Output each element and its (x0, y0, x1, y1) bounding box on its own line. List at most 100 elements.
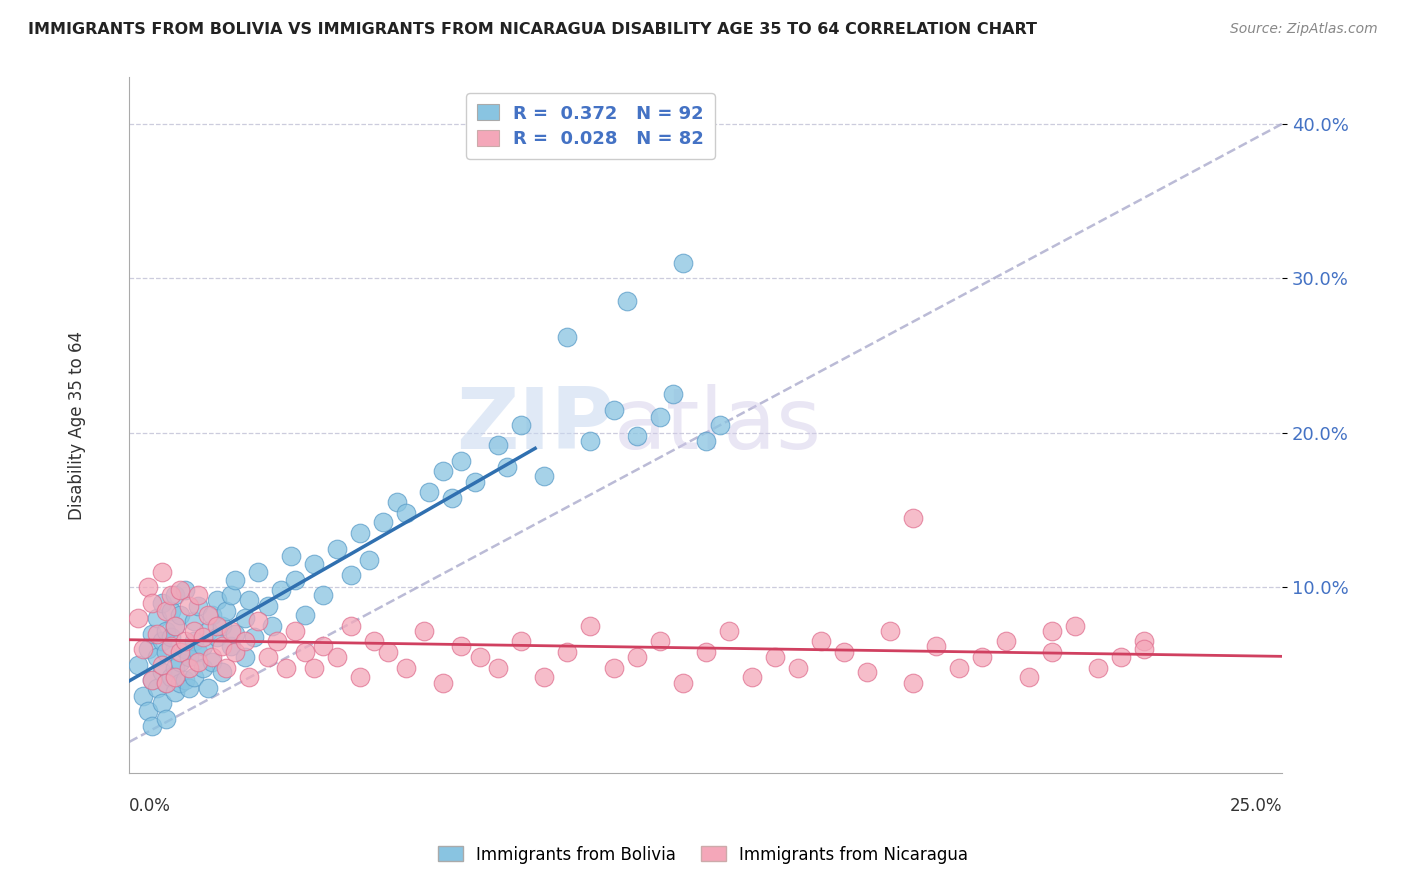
Point (165, 619, 187, 633)
Point (155, 676, 177, 690)
Point (169, 676, 191, 690)
Point (187, 588, 209, 602)
Point (395, 661, 418, 675)
Point (359, 552, 381, 566)
Point (233, 649, 256, 664)
Legend: Immigrants from Bolivia, Immigrants from Nicaragua: Immigrants from Bolivia, Immigrants from… (432, 839, 974, 871)
Point (159, 670, 181, 684)
Point (371, 516, 394, 530)
Text: 25.0%: 25.0% (1230, 797, 1282, 815)
Point (205, 592, 228, 607)
Point (256, 649, 278, 664)
Point (224, 626, 246, 640)
Point (238, 592, 260, 607)
Point (672, 256, 695, 270)
Point (1040, 624, 1063, 638)
Point (211, 665, 233, 680)
Point (183, 624, 205, 638)
Point (256, 599, 278, 613)
Point (294, 645, 316, 659)
Point (197, 608, 219, 623)
Point (224, 573, 246, 587)
Point (215, 661, 238, 675)
Point (159, 588, 181, 602)
Point (179, 681, 201, 695)
Point (141, 626, 163, 640)
Point (284, 573, 307, 587)
Point (150, 596, 173, 610)
Point (165, 619, 187, 633)
Point (247, 615, 270, 629)
Point (238, 670, 260, 684)
Point (191, 639, 214, 653)
Point (432, 676, 454, 690)
Legend: R =  0.372   N = 92, R =  0.028   N = 82: R = 0.372 N = 92, R = 0.028 N = 82 (467, 94, 714, 159)
Point (312, 639, 335, 653)
Point (302, 557, 325, 571)
Point (150, 665, 173, 680)
Point (155, 645, 177, 659)
Point (326, 649, 349, 664)
Point (602, 661, 624, 675)
Point (173, 642, 195, 657)
Point (233, 611, 256, 625)
Point (136, 580, 159, 594)
Point (533, 469, 555, 483)
Point (763, 649, 786, 664)
Point (150, 657, 173, 672)
Point (648, 634, 671, 648)
Text: ZIP: ZIP (456, 384, 613, 467)
Point (441, 491, 464, 505)
Point (418, 484, 440, 499)
Point (349, 670, 371, 684)
Point (159, 630, 181, 644)
Point (219, 639, 242, 653)
Point (201, 649, 224, 664)
Point (994, 634, 1017, 648)
Point (395, 506, 418, 520)
Point (169, 608, 191, 623)
Point (1063, 619, 1085, 633)
Text: 0.0%: 0.0% (129, 797, 172, 815)
Point (146, 626, 169, 640)
Point (339, 619, 361, 633)
Point (141, 596, 163, 610)
Point (339, 568, 361, 582)
Point (741, 670, 763, 684)
Point (169, 655, 191, 669)
Point (1133, 634, 1156, 648)
Point (1040, 645, 1063, 659)
Point (132, 642, 155, 657)
Text: Source: ZipAtlas.com: Source: ZipAtlas.com (1230, 22, 1378, 37)
Point (150, 696, 173, 710)
Point (948, 661, 970, 675)
Text: Disability Age 35 to 64: Disability Age 35 to 64 (69, 331, 86, 520)
Point (233, 634, 256, 648)
Point (626, 429, 648, 443)
Point (150, 634, 173, 648)
Point (197, 624, 219, 638)
Point (128, 657, 150, 672)
Point (557, 645, 579, 659)
Point (602, 402, 624, 417)
Point (326, 541, 349, 556)
Point (1109, 649, 1132, 664)
Point (173, 673, 195, 687)
Point (496, 459, 519, 474)
Point (274, 661, 297, 675)
Point (165, 670, 187, 684)
Point (169, 583, 191, 598)
Point (191, 661, 214, 675)
Point (165, 685, 187, 699)
Point (165, 661, 187, 675)
Point (302, 661, 325, 675)
Point (141, 719, 163, 733)
Point (280, 549, 302, 564)
Point (211, 639, 233, 653)
Point (810, 634, 832, 648)
Point (187, 599, 209, 613)
Point (187, 655, 209, 669)
Point (1087, 661, 1109, 675)
Point (136, 642, 159, 657)
Point (136, 704, 159, 718)
